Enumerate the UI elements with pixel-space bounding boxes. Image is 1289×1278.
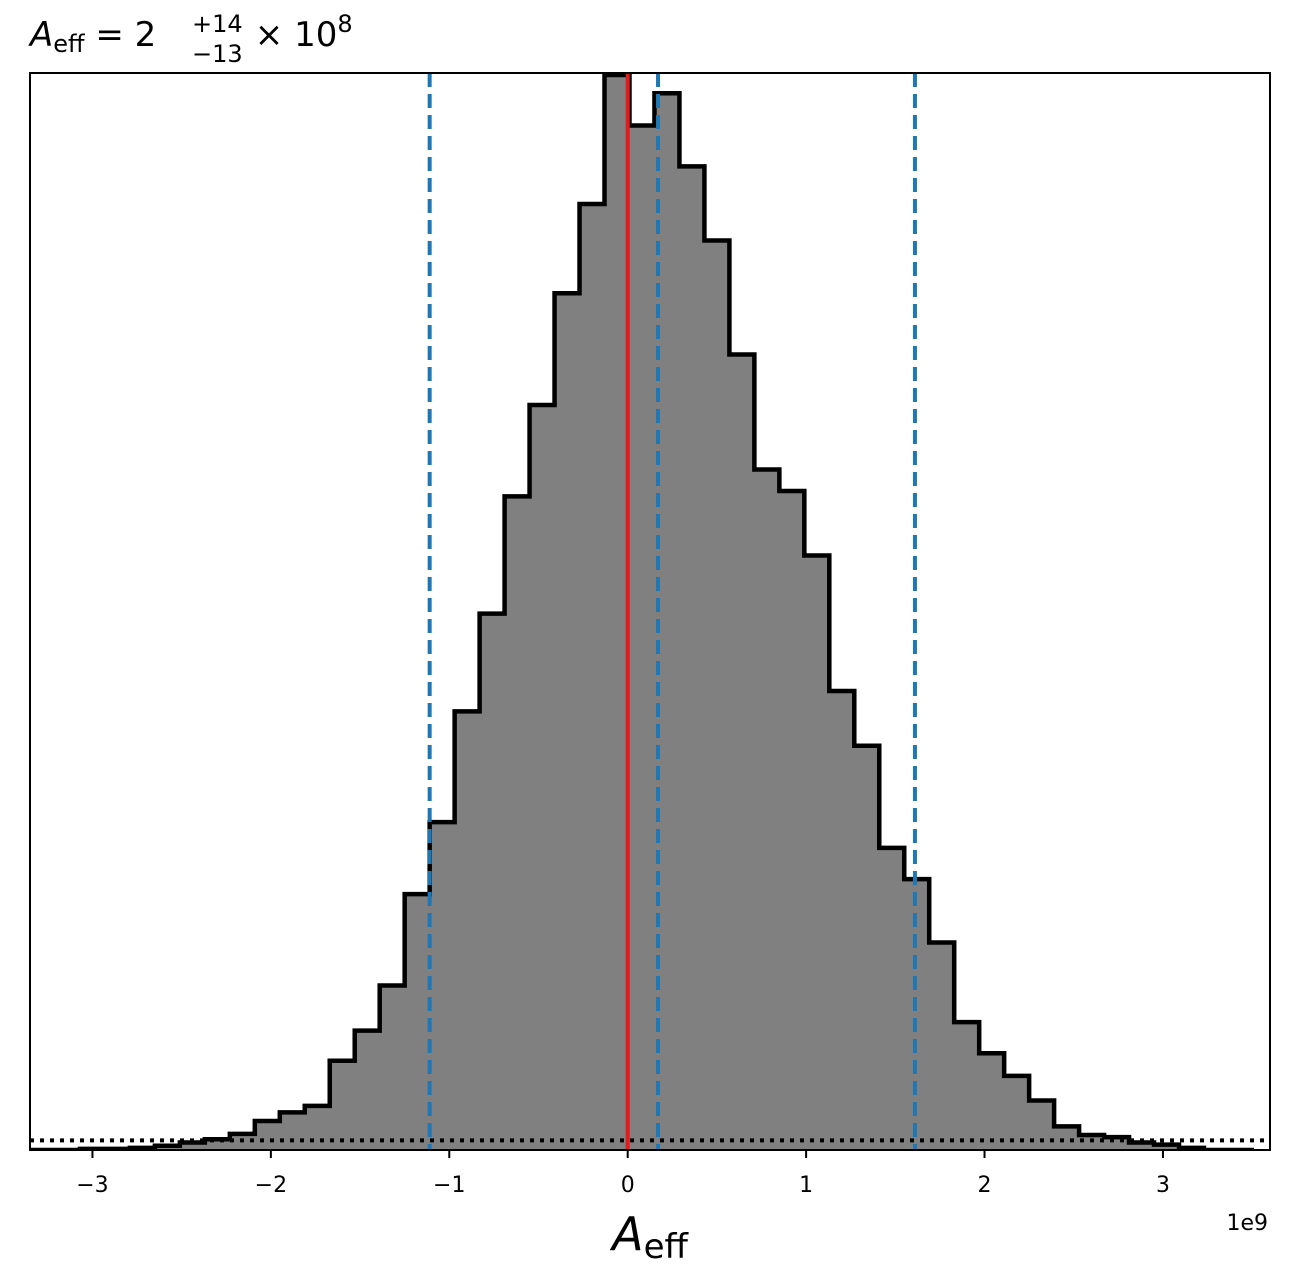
histogram-bar [179, 1142, 206, 1150]
title-symbol: A [28, 15, 53, 55]
x-tick-label: −2 [255, 1173, 287, 1198]
histogram-bar [454, 711, 481, 1150]
histogram-bar [504, 496, 531, 1150]
title-equals: = 2 [85, 15, 157, 55]
histogram-bar [304, 1105, 331, 1150]
histogram-bar [854, 745, 880, 1150]
histogram-outline [30, 73, 1254, 1150]
histogram-bar [1079, 1134, 1105, 1150]
histogram-bar [904, 879, 930, 1150]
x-label-symbol: A [609, 1207, 643, 1261]
histogram-bar [429, 822, 456, 1150]
histogram-bar [279, 1112, 306, 1150]
histogram-bars [30, 73, 1254, 1150]
histogram-bar [954, 1022, 980, 1150]
title-times: × 10 [244, 15, 337, 55]
histogram-bar [204, 1139, 231, 1150]
x-axis-offset-label: 1e9 [1226, 1211, 1268, 1236]
x-tick-label: 0 [621, 1173, 635, 1198]
histogram-bar [879, 847, 905, 1150]
histogram-bar [1129, 1142, 1155, 1150]
histogram-bar [529, 405, 556, 1150]
x-tick-label: −3 [76, 1173, 108, 1198]
histogram-bar [1029, 1100, 1055, 1150]
histogram-bar [929, 942, 955, 1150]
histogram-bar [979, 1053, 1005, 1150]
x-tick-label: 2 [978, 1173, 992, 1198]
chart-title: Aeff = 2 +14 −13 × 108 [28, 10, 353, 68]
histogram-bar [404, 894, 431, 1150]
histogram-bar [354, 1030, 381, 1150]
histogram-bar [1154, 1144, 1180, 1150]
histogram-bar [679, 166, 705, 1150]
histogram-bar [579, 204, 606, 1150]
histogram-bar [779, 491, 805, 1150]
histogram-bar [479, 613, 506, 1150]
title-upper-error: +14 [192, 10, 243, 38]
histogram-bar [829, 690, 855, 1150]
histogram-bar [629, 125, 655, 1150]
x-tick-label: 3 [1156, 1173, 1170, 1198]
histogram-bar [554, 293, 581, 1150]
histogram-bar [254, 1120, 281, 1150]
x-tick-label: 1 [799, 1173, 813, 1198]
plot-area-frame [29, 72, 1271, 1151]
histogram-bar [704, 240, 730, 1150]
histogram-bar [804, 555, 830, 1150]
histogram-bar [329, 1060, 356, 1150]
x-label-subscript: eff [644, 1227, 690, 1267]
title-lower-error: −13 [192, 40, 243, 68]
histogram-bar [729, 354, 755, 1150]
title-exponent: 8 [337, 10, 352, 38]
x-tick-label: −1 [433, 1173, 465, 1198]
x-axis-label: Aeff [609, 1207, 689, 1267]
histogram-bar [1004, 1075, 1030, 1150]
title-symbol-subscript: eff [53, 30, 85, 58]
x-axis-ticks: −3 −2 −1 0 1 2 3 [76, 1150, 1170, 1198]
histogram-bar [1054, 1126, 1080, 1150]
reference-lines [427, 73, 917, 1150]
histogram-bar [754, 469, 780, 1150]
histogram-bar [379, 985, 406, 1150]
